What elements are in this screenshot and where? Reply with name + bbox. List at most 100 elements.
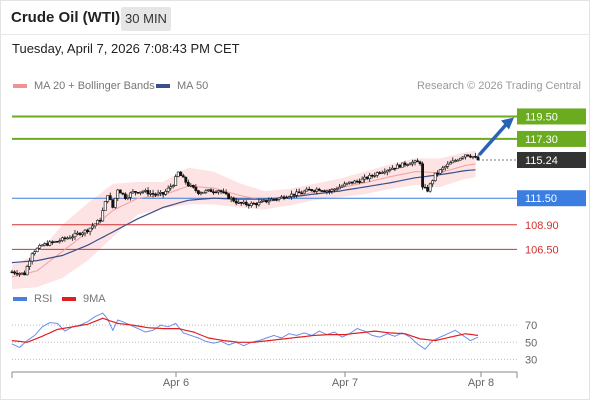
candle-body: [108, 195, 112, 200]
candle-body: [453, 160, 457, 162]
rsi-line: [11, 312, 479, 350]
candle-body: [103, 201, 107, 211]
candle-body: [68, 237, 72, 240]
credit-text: Research © 2026 Trading Central: [416, 80, 581, 92]
level-tag-pivot: [517, 190, 586, 207]
candle-body: [186, 181, 190, 187]
candle-body: [418, 161, 422, 165]
candle-body: [88, 227, 92, 232]
candle-body: [50, 241, 54, 244]
candle-body: [335, 188, 339, 191]
candle-body: [426, 187, 430, 192]
candle-body: [375, 172, 379, 176]
candle-body: [378, 172, 382, 174]
candle-body: [423, 186, 427, 189]
legend-ma20-label: MA 20 + Bollinger Bands: [34, 80, 155, 92]
rsi-tick-label: 30: [525, 354, 537, 366]
candle-body: [249, 202, 253, 207]
candle-body: [149, 193, 152, 195]
forecast-arrow-head-icon: [501, 117, 514, 130]
candle-body: [285, 197, 288, 199]
candle-body: [13, 271, 16, 274]
candle-body: [242, 201, 246, 204]
header-divider: [0, 34, 590, 35]
candle-body: [388, 169, 392, 171]
candle-body: [431, 180, 435, 185]
candle-body: [237, 201, 241, 204]
candle-body: [390, 167, 394, 170]
candle-body: [275, 199, 278, 201]
candle-body: [300, 192, 304, 195]
candle-body: [252, 202, 256, 205]
candle-body: [302, 190, 306, 194]
level-label-resistance: 119.50: [525, 111, 558, 123]
level-label-support: 106.50: [525, 244, 559, 256]
candle-body: [126, 196, 130, 199]
candle-body: [265, 200, 268, 203]
legend-ma50: MA 50: [156, 80, 208, 92]
candle-body: [385, 169, 389, 173]
candle-body: [277, 197, 281, 200]
candle-body: [184, 176, 188, 183]
candle-body: [128, 192, 132, 198]
candle-body: [38, 244, 42, 249]
candle-body: [368, 175, 372, 180]
legend-ma50-label: MA 50: [177, 80, 209, 92]
candle-body: [93, 223, 97, 227]
candle-body: [239, 201, 243, 204]
candle-body: [15, 272, 19, 275]
candle-body: [131, 191, 135, 194]
candle-body: [23, 272, 26, 276]
current-price-label: 115.24: [525, 155, 558, 167]
level-label-support: 108.90: [525, 220, 559, 232]
timeframe-badge[interactable]: 30 MIN: [121, 7, 171, 31]
candle-body: [312, 190, 316, 192]
candle-body: [244, 201, 248, 205]
level-label-resistance: 117.30: [525, 134, 558, 146]
candle-body: [86, 229, 89, 232]
candle-body: [161, 192, 165, 195]
candle-body: [272, 199, 276, 201]
candle-body: [416, 160, 419, 163]
candle-body: [270, 199, 273, 202]
candle-body: [30, 253, 34, 262]
candle-body: [101, 210, 105, 222]
rsi-tick-label: 70: [525, 320, 537, 332]
candle-body: [443, 166, 447, 169]
candle-body: [20, 272, 24, 275]
time-tick-label: Apr 8: [468, 377, 494, 389]
candle-body: [202, 191, 205, 194]
candle-body: [348, 181, 351, 184]
candle-body: [436, 172, 440, 175]
legend-rsi-ma-label: 9MA: [83, 293, 106, 305]
candle-body: [71, 236, 74, 239]
candle-body: [144, 190, 147, 192]
candle-body: [214, 191, 218, 194]
candle-body: [370, 175, 374, 177]
candle-body: [189, 184, 193, 187]
candle-body: [267, 200, 271, 203]
candle-body: [262, 200, 266, 202]
ma50-line: [11, 169, 476, 264]
candle-body: [154, 193, 157, 196]
candle-body: [33, 251, 37, 255]
candle-body: [330, 189, 334, 192]
candle-body: [166, 187, 170, 192]
candle-body: [295, 191, 299, 196]
candle-body: [456, 159, 460, 162]
candle-body: [118, 189, 122, 194]
candle-body: [292, 193, 296, 196]
candle-body: [421, 163, 424, 188]
candle-body: [441, 167, 445, 170]
candle-body: [43, 243, 47, 246]
candle-body: [55, 240, 59, 243]
candle-body: [212, 191, 215, 194]
candle-body: [345, 182, 349, 185]
time-tick-label: Apr 7: [332, 377, 358, 389]
candle-body: [48, 241, 52, 246]
candle-body: [83, 229, 87, 234]
candle-body: [322, 190, 326, 193]
candle-body: [353, 180, 356, 184]
candle-body: [207, 189, 210, 191]
candle-body: [446, 163, 450, 167]
